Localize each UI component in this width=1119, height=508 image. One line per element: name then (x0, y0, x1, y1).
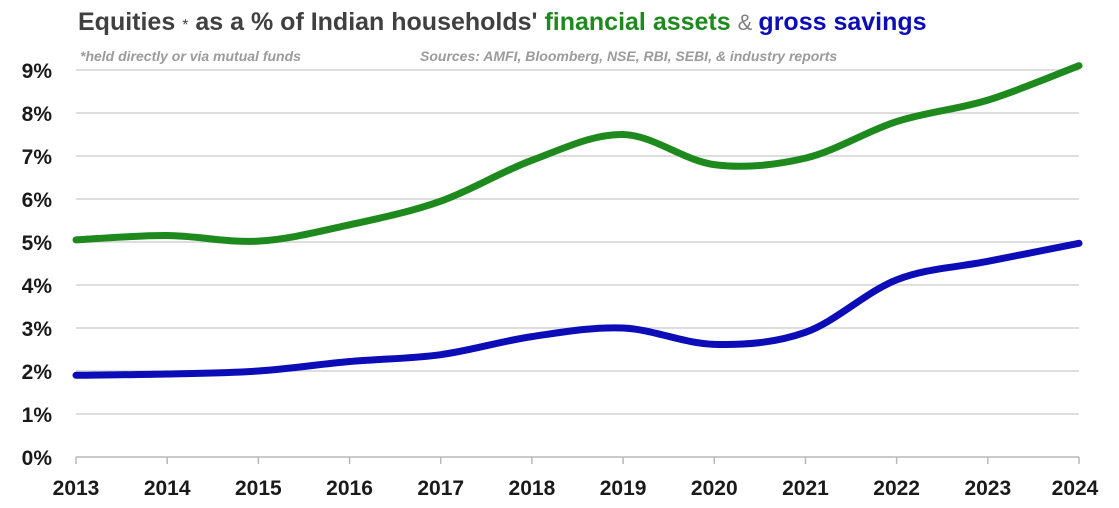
title-part-gross-savings: gross savings (758, 8, 926, 36)
y-tick-label: 9% (22, 60, 53, 83)
x-tick-label: 2022 (873, 477, 920, 500)
title-part-equities: Equities (78, 8, 175, 36)
x-tick-label: 2014 (144, 477, 191, 500)
y-tick-label: 2% (22, 361, 53, 384)
y-tick-label: 0% (22, 447, 53, 470)
y-axis-tick-labels: 0% 1% 2% 3% 4% 5% 6% 7% 8% 9% (22, 60, 53, 470)
series-line-gross-savings (72, 239, 1083, 379)
chart-title: Equities * as a % of Indian households' … (78, 8, 927, 36)
x-tick-label: 2016 (326, 477, 373, 500)
title-part-middle: as a % of Indian households' (195, 8, 544, 36)
x-tick-label: 2019 (600, 477, 647, 500)
x-tick-label: 2018 (509, 477, 556, 500)
y-tick-label: 5% (22, 232, 53, 255)
x-tick-label: 2021 (782, 477, 829, 500)
sources-text: Sources: AMFI, Bloomberg, NSE, RBI, SEBI… (420, 48, 837, 64)
y-tick-label: 4% (22, 275, 53, 298)
title-ampersand: & (738, 10, 759, 35)
y-tick-label: 7% (22, 146, 53, 169)
grid-lines (75, 69, 1080, 464)
series-lines (72, 62, 1083, 379)
x-tick-label: 2023 (964, 477, 1011, 500)
x-axis-tick-labels: 2013 2014 2015 2016 2017 2018 2019 2020 2021 2022… (53, 477, 1099, 500)
y-tick-label: 6% (22, 189, 53, 212)
x-tick-label: 2020 (691, 477, 738, 500)
title-part-financial-assets: financial assets (544, 8, 730, 36)
series-line-financial-assets (72, 62, 1083, 245)
y-tick-label: 3% (22, 318, 53, 341)
x-tick-label: 2013 (53, 477, 100, 500)
title-star: * (182, 17, 188, 34)
x-tick-label: 2017 (417, 477, 464, 500)
y-tick-label: 8% (22, 103, 53, 126)
y-tick-label: 1% (22, 404, 53, 427)
footnote-text: *held directly or via mutual funds (80, 48, 301, 64)
x-tick-label: 2015 (235, 477, 282, 500)
x-tick-label: 2024 (1052, 477, 1099, 500)
